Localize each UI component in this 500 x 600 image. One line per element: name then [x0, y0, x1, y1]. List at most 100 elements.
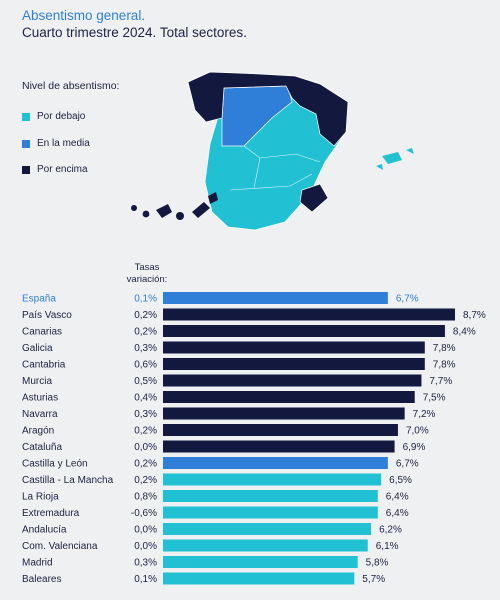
category-label: Asturias	[22, 393, 58, 404]
value-label: 6,7%	[396, 459, 419, 470]
variation-label: 0,3%	[134, 558, 157, 569]
bar	[163, 490, 378, 502]
map-region-lines	[229, 145, 321, 191]
value-label: 7,2%	[413, 409, 436, 420]
bar	[163, 457, 388, 469]
category-label: Canarias	[22, 327, 62, 338]
bar	[163, 358, 425, 370]
category-label: Galicia	[22, 343, 53, 354]
chart-subtitle: Cuarto trimestre 2024. Total sectores.	[22, 25, 247, 40]
bar	[163, 292, 388, 304]
legend-swatch-below	[22, 112, 30, 121]
variation-label: 0,2%	[134, 327, 157, 338]
value-label: 6,1%	[376, 541, 399, 552]
bar-chart: España 0,1% 6,7% País Vasco 0,2% 8,7% Canarias…	[22, 292, 486, 585]
variation-label: 0,2%	[134, 475, 157, 486]
value-label: 5,8%	[366, 558, 389, 569]
bar	[163, 523, 372, 535]
legend-swatch-average	[22, 139, 30, 148]
category-label: País Vasco	[22, 310, 72, 321]
bar-row: Castilla y León 0,2% 6,7%	[22, 457, 419, 470]
category-label: Navarra	[22, 409, 58, 420]
bar	[163, 391, 415, 403]
chart-title: Absentismo general.	[22, 8, 146, 23]
legend-label-average: En la media	[37, 138, 90, 149]
value-label: 7,7%	[429, 376, 452, 387]
rates-header: Tasas variación:	[120, 262, 174, 286]
bar	[163, 539, 368, 552]
variation-label: 0,1%	[134, 294, 157, 305]
value-label: 6,7%	[396, 294, 419, 305]
legend-item-above: Por encima	[22, 164, 88, 175]
bar	[163, 473, 382, 486]
category-label: Murcia	[22, 376, 52, 387]
variation-label: 0,4%	[134, 393, 157, 404]
legend-title: Nivel de absentismo:	[22, 80, 120, 92]
bar-row: Baleares 0,1% 5,7%	[22, 572, 385, 585]
variation-label: 0,0%	[134, 525, 157, 536]
bar-row: Asturias 0,4% 7,5%	[22, 391, 446, 404]
variation-label: -0,6%	[131, 508, 157, 519]
bar	[163, 407, 405, 420]
bar	[163, 341, 425, 354]
bar-row: Aragón 0,2% 7,0%	[22, 424, 429, 437]
map-murcia	[299, 183, 329, 213]
legend-item-below: Por debajo	[22, 111, 85, 122]
bar	[163, 556, 358, 568]
legend-label-below: Por debajo	[37, 111, 86, 122]
value-label: 8,4%	[453, 327, 476, 338]
value-label: 6,4%	[386, 492, 409, 503]
category-label: España	[22, 294, 56, 305]
variation-label: 0,3%	[134, 409, 157, 420]
bar-row: Com. Valenciana 0,0% 6,1%	[22, 539, 399, 552]
map-baleares	[376, 148, 414, 170]
variation-label: 0,6%	[134, 360, 157, 371]
category-label: Com. Valenciana	[22, 541, 98, 552]
variation-label: 0,3%	[134, 343, 157, 354]
value-label: 7,0%	[406, 426, 429, 437]
bar-row: Canarias 0,2% 8,4%	[22, 325, 476, 338]
variation-label: 0,8%	[134, 492, 157, 503]
category-label: Cataluña	[22, 442, 62, 453]
bar-row: Andalucía 0,0% 6,2%	[22, 523, 402, 536]
category-label: Cantabria	[22, 360, 66, 371]
value-label: 6,4%	[386, 508, 409, 519]
category-label: Madrid	[22, 558, 53, 569]
variation-label: 0,2%	[134, 459, 157, 470]
value-label: 6,9%	[403, 442, 426, 453]
value-label: 8,7%	[463, 310, 486, 321]
legend-item-average: En la media	[22, 138, 90, 149]
variation-label: 0,1%	[134, 574, 157, 585]
bar-row: Cataluña 0,0% 6,9%	[22, 440, 426, 453]
legend-label-above: Por encima	[37, 164, 88, 175]
map-canarias	[131, 192, 218, 220]
variation-label: 0,0%	[134, 442, 157, 453]
category-label: Baleares	[22, 574, 61, 585]
category-label: Castilla y León	[22, 459, 88, 470]
bar-row: Madrid 0,3% 5,8%	[22, 556, 389, 569]
value-label: 6,2%	[379, 525, 402, 536]
category-label: Aragón	[22, 426, 54, 437]
bar	[163, 572, 355, 585]
rates-header-line1: Tasas	[134, 262, 160, 273]
bar-row: La Rioja 0,8% 6,4%	[22, 490, 409, 503]
value-label: 7,8%	[433, 343, 456, 354]
bar	[163, 424, 398, 436]
bar-row: Murcia 0,5% 7,7%	[22, 374, 452, 387]
bar	[163, 325, 445, 337]
bar	[163, 374, 422, 387]
value-label: 6,5%	[389, 475, 412, 486]
value-label: 5,7%	[362, 574, 385, 585]
bar	[163, 308, 455, 321]
category-label: Castilla - La Mancha	[22, 475, 114, 486]
bar-row: España 0,1% 6,7%	[22, 292, 419, 305]
category-label: Extremadura	[22, 508, 80, 519]
bar	[163, 440, 395, 453]
value-label: 7,8%	[433, 360, 456, 371]
category-label: La Rioja	[22, 492, 59, 503]
variation-label: 0,2%	[134, 426, 157, 437]
bar-row: Castilla - La Mancha 0,2% 6,5%	[22, 473, 412, 486]
rates-header-line2: variación:	[126, 274, 168, 285]
spain-map	[131, 71, 414, 231]
bar-row: Navarra 0,3% 7,2%	[22, 407, 436, 420]
